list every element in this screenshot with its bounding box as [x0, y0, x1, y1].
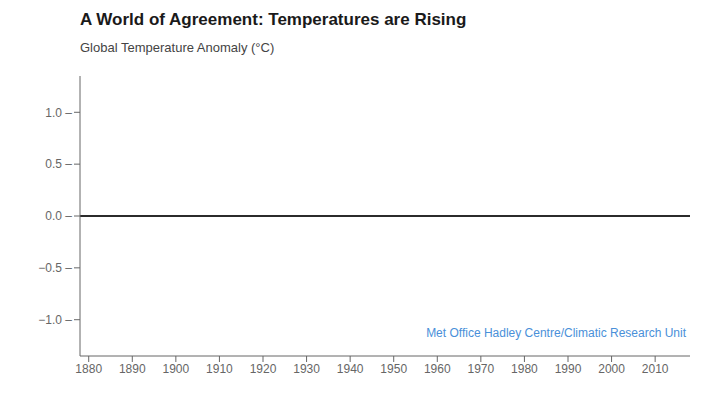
svg-text:1.0 –: 1.0 – — [45, 106, 72, 120]
svg-text:−0.5 –: −0.5 – — [38, 261, 72, 275]
svg-text:1970: 1970 — [468, 362, 495, 376]
svg-text:−1.0 –: −1.0 – — [38, 313, 72, 327]
svg-text:1930: 1930 — [293, 362, 320, 376]
svg-text:1880: 1880 — [75, 362, 102, 376]
html-text:A World of Agreement: Temperat: A World of Agreement: Temperatures are R… — [80, 10, 467, 29]
svg-text:0.0 –: 0.0 – — [45, 209, 72, 223]
svg-text:1950: 1950 — [380, 362, 407, 376]
svg-text:0.5 –: 0.5 – — [45, 157, 72, 171]
svg-text:1990: 1990 — [555, 362, 582, 376]
svg-text:1900: 1900 — [163, 362, 190, 376]
html-text:Met Office Hadley Centre/Clima: Met Office Hadley Centre/Climatic Resear… — [426, 326, 686, 340]
svg-text:1980: 1980 — [511, 362, 538, 376]
svg-text:1890: 1890 — [119, 362, 146, 376]
html-text:Global Temperature Anomaly (°C: Global Temperature Anomaly (°C) — [80, 40, 275, 55]
svg-text:2000: 2000 — [598, 362, 625, 376]
svg-text:1940: 1940 — [337, 362, 364, 376]
svg-text:2010: 2010 — [642, 362, 669, 376]
svg-text:1960: 1960 — [424, 362, 451, 376]
svg-text:1910: 1910 — [206, 362, 233, 376]
svg-text:1920: 1920 — [250, 362, 277, 376]
